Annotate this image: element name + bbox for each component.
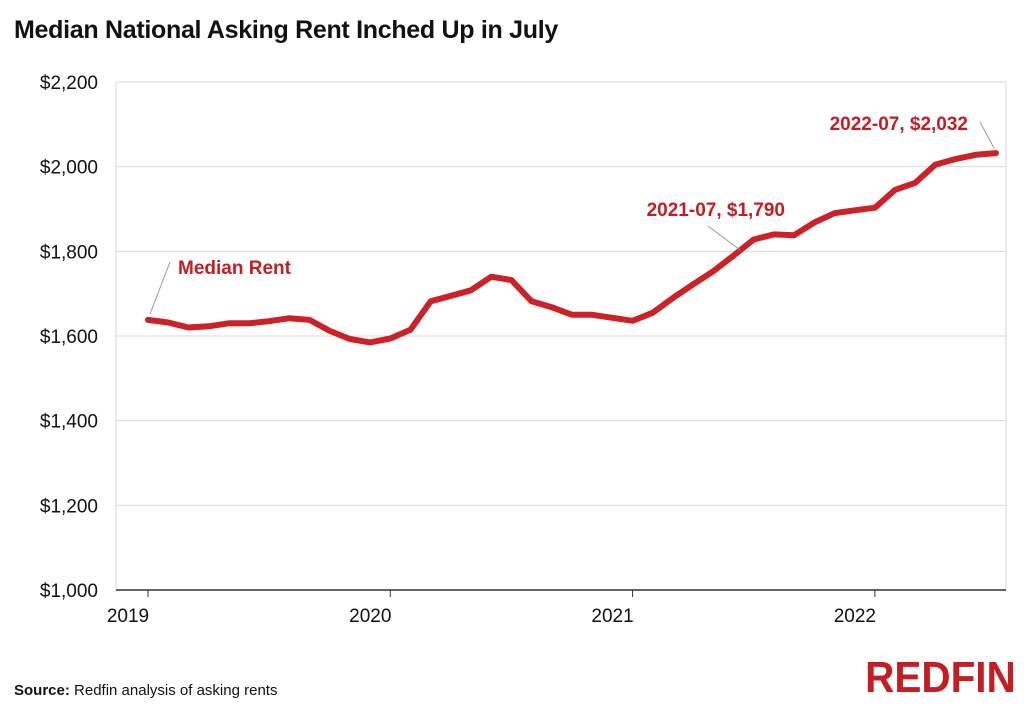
annotation-leader [707,225,741,251]
series-layer [145,150,999,346]
y-tick-label: $1,200 [40,496,98,517]
x-tick-label: 2019 [107,606,149,627]
y-axis-ticks: $1,000 $1,200 $1,400 $1,600 $1,800 $2,000 $2,2… [40,73,98,602]
x-tick-label: 2021 [591,606,633,627]
x-tick-label: 2022 [834,606,876,627]
y-tick-label: $1,400 [40,412,98,433]
chart-title: Median National Asking Rent Inched Up in… [14,16,558,44]
y-tick-label: $2,000 [40,158,98,179]
grid [115,81,1007,591]
annotations: Median Rent 2021-07, $1,790 2022-07, $2,03… [149,114,995,315]
x-axis-ticks: 2019 2020 2021 2022 [107,590,876,627]
annotation-label: 2022-07, $2,032 [830,114,968,135]
annotation-leader [149,261,171,315]
annotation-leader [979,121,995,149]
redfin-logo: REDFIN [865,653,1016,702]
source-text: Redfin analysis of asking rents [74,682,278,699]
y-tick-label: $2,200 [40,73,98,94]
y-tick-label: $1,600 [40,327,98,348]
annotation-label: Median Rent [178,258,292,279]
y-tick-label: $1,800 [40,242,98,263]
series-line-median-rent [145,150,999,346]
source-note: Source: Redfin analysis of asking rents [14,682,277,699]
source-label: Source: [14,682,70,699]
annotation-label: 2021-07, $1,790 [647,200,785,221]
y-tick-label: $1,000 [40,581,98,602]
x-tick-label: 2020 [349,606,391,627]
